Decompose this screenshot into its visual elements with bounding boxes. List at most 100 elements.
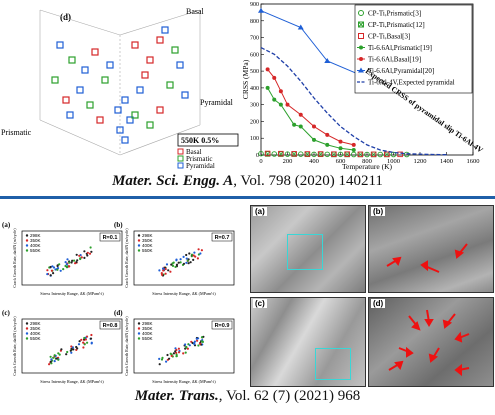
crack-data-point xyxy=(49,274,52,277)
orientation-marker xyxy=(166,81,174,89)
legend-swatch xyxy=(358,33,364,39)
crack-legend-swatch xyxy=(137,234,141,237)
crack-panel-label: (d) xyxy=(114,309,123,317)
crack-data-point xyxy=(51,265,54,268)
crss-legend: CP-Ti,Prismatic[3] CP-Ti,Prismatic[12] CP-… xyxy=(354,4,473,94)
crack-legend-label: 400K xyxy=(30,331,41,336)
data-point xyxy=(312,137,316,142)
zoom-region-box-c xyxy=(315,348,351,380)
orientation-marker xyxy=(51,76,59,84)
series-4 xyxy=(265,67,356,147)
crack-data-point xyxy=(76,347,79,350)
crack-data-point xyxy=(195,337,198,340)
crack-legend-label: 350K xyxy=(30,326,41,331)
sem-panel-a: (a) xyxy=(250,205,366,293)
legend-swatch xyxy=(358,21,364,28)
crack-data-point xyxy=(82,341,85,344)
crack-data-point xyxy=(90,333,93,337)
r-ratio-label: R=0.7 xyxy=(215,235,230,241)
x-tick-label: 800 xyxy=(362,158,372,165)
crack-data-point xyxy=(86,254,89,257)
crack-data-point xyxy=(185,253,188,257)
crack-legend-label: 350K xyxy=(142,326,153,331)
crack-x-label: Stress Intensity Range, ΔK (MPam½) xyxy=(40,291,104,297)
legend-label-pyramidal: Pyramidal xyxy=(186,162,215,170)
crack-data-point xyxy=(179,261,182,264)
data-point xyxy=(351,142,356,147)
y-axis-label: CRSS (MPa) xyxy=(243,59,250,99)
data-point xyxy=(337,151,344,158)
legend-swatch xyxy=(359,57,363,61)
crack-legend-label: 400K xyxy=(142,243,153,248)
crack-data-point xyxy=(64,261,67,264)
caption-top: Mater. Sci. Engg. A, Vol. 798 (2020) 140… xyxy=(0,173,495,190)
crack-data-point xyxy=(164,267,167,271)
orientation-marker xyxy=(176,61,184,69)
crack-data-point xyxy=(66,350,69,354)
crack-y-label: Crack Growth Rate, da/dN (m/cycle) xyxy=(124,316,130,376)
crack-legend-label: 298K xyxy=(30,233,41,238)
data-point xyxy=(364,151,370,158)
data-point-x xyxy=(318,152,323,157)
x-tick-label: 400 xyxy=(309,158,319,165)
data-point-x xyxy=(384,152,390,157)
x-tick-label: 1400 xyxy=(440,158,453,165)
sem-panels: (a) (b) (c) (d) xyxy=(250,205,495,387)
data-point xyxy=(284,151,291,157)
crack-panel-label: (b) xyxy=(114,221,123,229)
crack-data-point xyxy=(177,351,181,354)
crack-y-label: Crack Growth Rate, da/dN (m/cycle) xyxy=(124,228,130,288)
crack-legend-swatch xyxy=(25,332,29,335)
data-point xyxy=(265,67,270,72)
data-point xyxy=(324,151,330,158)
crack-data-point xyxy=(46,273,49,276)
crack-data-point xyxy=(89,337,93,340)
legend-label: CP-Ti,Prismatic[12] xyxy=(368,21,425,29)
sem-panel-a-label: (a) xyxy=(253,207,267,216)
crack-data-point xyxy=(46,269,49,272)
crack-data-point xyxy=(158,357,161,360)
crack-legend-label: 550K xyxy=(30,336,41,341)
crack-data-point xyxy=(160,272,163,275)
data-point xyxy=(298,124,303,129)
crack-data-point xyxy=(169,270,172,273)
crack-data-point xyxy=(70,345,73,348)
crack-data-point xyxy=(83,336,86,340)
crack-data-point xyxy=(52,356,55,359)
orientation-marker xyxy=(161,26,169,34)
y-tick-label: 400 xyxy=(250,86,259,92)
crack-data-point xyxy=(169,352,172,355)
x-tick-label: 1000 xyxy=(387,158,400,165)
crack-data-point xyxy=(52,272,55,275)
crack-data-point xyxy=(67,265,71,268)
legend-label: CP-Ti,Basal[3] xyxy=(368,33,410,41)
crack-data-point xyxy=(200,249,203,252)
orientation-marker xyxy=(56,41,64,49)
crack-data-point xyxy=(185,346,188,349)
x-tick-label: 1600 xyxy=(467,158,480,165)
crack-data-point xyxy=(162,267,165,270)
series-0 xyxy=(258,150,410,158)
r-ratio-label: R=0.8 xyxy=(103,323,118,329)
crack-data-point xyxy=(48,363,51,366)
crack-data-point xyxy=(162,269,165,272)
crack-data-point xyxy=(185,257,188,260)
crack-x-label: Stress Intensity Range, ΔK (MPam½) xyxy=(152,291,216,297)
crack-data-point xyxy=(172,352,175,355)
crack-data-point xyxy=(182,262,186,265)
r-ratio-box xyxy=(99,320,121,330)
crack-data-point xyxy=(89,246,92,249)
y-tick-label: 700 xyxy=(250,36,259,42)
data-point xyxy=(298,151,304,157)
crack-legend-swatch xyxy=(137,322,141,325)
x-tick-label: 1200 xyxy=(414,158,427,165)
sem-panel-c-label: (c) xyxy=(253,299,267,308)
crack-data-point xyxy=(65,263,68,266)
orientation-marker xyxy=(131,111,139,119)
orientation-marker xyxy=(76,86,84,94)
data-point xyxy=(384,151,390,158)
crack-data-point xyxy=(70,261,73,264)
sem-panel-c: (c) xyxy=(250,297,366,387)
